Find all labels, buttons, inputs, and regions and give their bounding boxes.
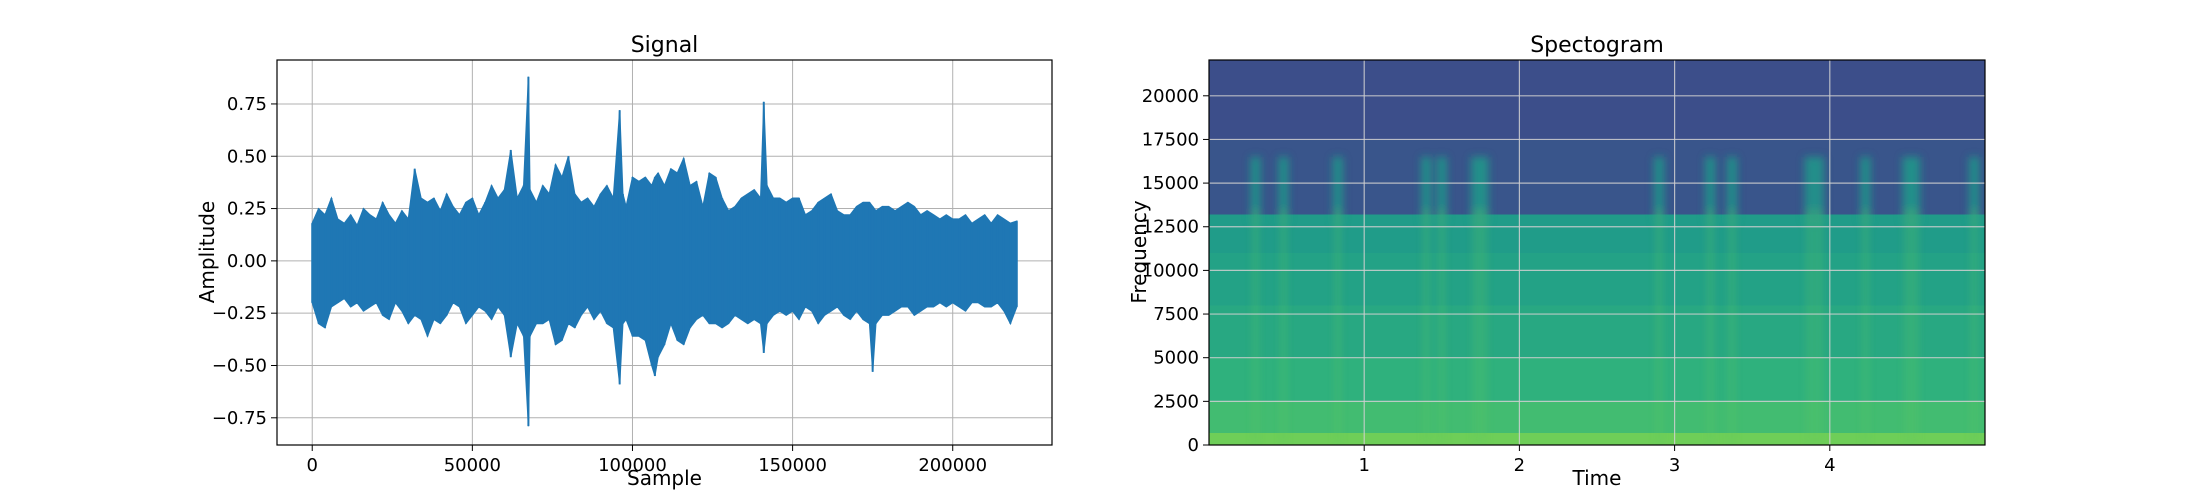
spectrogram-burst-trail (1424, 208, 1429, 445)
spectrogram-grid (1209, 60, 1985, 445)
signal-x-tick-label: 150000 (758, 455, 827, 476)
spectrogram-burst-trail (1281, 208, 1286, 445)
signal-x-tick-label: 200000 (918, 455, 987, 476)
signal-y-tick-label: 0.50 (227, 146, 267, 167)
signal-y-ticks: −0.75 −0.50 −0.25 0.00 0.25 0.50 0.75 (212, 94, 277, 429)
spectrogram-bursts (1250, 156, 1980, 445)
signal-title: Signal (631, 33, 699, 58)
spectrogram-y-ticks: 0 2500 5000 7500 10000 12500 15000 17500 20000 (1142, 86, 1209, 456)
signal-x-ticks: 0 50000 100000 150000 200000 (307, 445, 987, 476)
spectrogram-burst-trail (1335, 208, 1340, 445)
signal-y-tick-label: 0.25 (227, 199, 267, 220)
spectrogram-title: Spectogram (1530, 33, 1664, 58)
spectrogram-burst-trail (1473, 208, 1478, 445)
spectrogram-y-tick-label: 10000 (1142, 260, 1199, 281)
spectrogram-burst (1250, 156, 1261, 223)
spectrogram-burst (1804, 156, 1815, 223)
spectrogram-y-tick-label: 0 (1188, 435, 1199, 456)
spectrogram-burst (1278, 156, 1289, 223)
spectrogram-x-ticks: 1 2 3 4 (1358, 445, 1836, 476)
signal-y-tick-label: −0.25 (212, 303, 267, 324)
spectrogram-chart: 1 2 3 4 0 2500 5000 7500 10000 12500 15000 17500 20… (1127, 33, 1986, 490)
signal-x-tick-label: 50000 (444, 455, 501, 476)
spectrogram-burst (1478, 156, 1489, 223)
spectrogram-burst (1470, 156, 1481, 223)
spectrogram-y-tick-label: 15000 (1142, 173, 1199, 194)
spectrogram-burst-trail (1816, 208, 1821, 445)
spectrogram-y-tick-label: 5000 (1153, 348, 1199, 369)
signal-y-tick-label: −0.75 (212, 408, 267, 429)
signal-x-tick-label: 0 (307, 455, 318, 476)
spectrogram-burst (1969, 156, 1980, 223)
spectrogram-y-tick-label: 17500 (1142, 129, 1199, 150)
spectrogram-x-tick-label: 2 (1514, 455, 1525, 476)
spectrogram-burst-trail (1972, 208, 1977, 445)
spectrogram-burst (1902, 156, 1913, 223)
signal-x-tick-label: 100000 (598, 455, 667, 476)
spectrogram-burst-trail (1253, 208, 1258, 445)
spectrogram-burst (1332, 156, 1343, 223)
signal-x-label: Sample (627, 466, 702, 490)
spectrogram-axes-frame (1208, 59, 1986, 446)
spectrogram-x-label: Time (1572, 466, 1622, 490)
signal-y-label: Amplitude (195, 201, 219, 304)
spectrogram-burst (1910, 156, 1921, 223)
spectrogram-burst (1436, 156, 1447, 223)
spectrogram-burst-trail (1863, 208, 1868, 445)
spectrogram-heatmap (1209, 60, 1985, 445)
spectrogram-burst-trail (1905, 208, 1910, 445)
spectrogram-burst-trail (1657, 208, 1662, 445)
spectrogram-x-tick-label: 1 (1358, 455, 1369, 476)
spectrogram-burst (1421, 156, 1432, 223)
spectrogram-x-tick-label: 3 (1669, 455, 1680, 476)
spectrogram-y-tick-label: 20000 (1142, 86, 1199, 107)
spectrogram-y-tick-label: 2500 (1153, 391, 1199, 412)
spectrogram-y-label: Frequency (1127, 200, 1151, 303)
spectrogram-burst-trail (1481, 208, 1486, 445)
spectrogram-burst (1860, 156, 1871, 223)
spectrogram-burst (1813, 156, 1824, 223)
spectrogram-burst (1705, 156, 1716, 223)
spectrogram-burst-trail (1730, 208, 1735, 445)
signal-axes-frame (276, 59, 1053, 446)
signal-y-tick-label: 0.75 (227, 94, 267, 115)
spectrogram-y-tick-label: 7500 (1153, 304, 1199, 325)
spectrogram-burst-trail (1439, 208, 1444, 445)
signal-spikes (311, 76, 1018, 427)
spectrogram-x-tick-label: 4 (1824, 455, 1835, 476)
spectrogram-burst (1727, 156, 1738, 223)
spectrogram-burst-trail (1807, 208, 1812, 445)
spectrogram-burst (1654, 156, 1665, 223)
spectrogram-burst-trail (1913, 208, 1918, 445)
signal-y-tick-label: 0.00 (227, 251, 267, 272)
spectrogram-y-tick-label: 12500 (1142, 217, 1199, 238)
spectrogram-burst-trail (1708, 208, 1713, 445)
signal-y-tick-label: −0.50 (212, 355, 267, 376)
signal-chart: 0 50000 100000 150000 200000 −0.75 −0.50 −0.25… (195, 33, 1053, 490)
